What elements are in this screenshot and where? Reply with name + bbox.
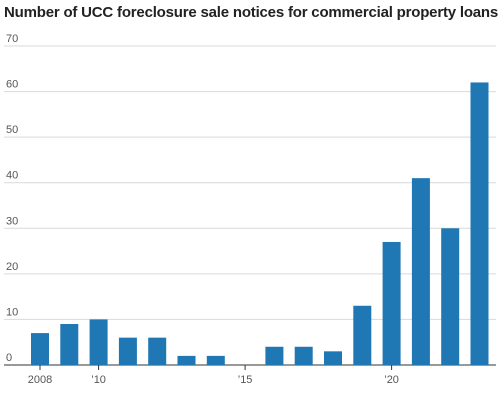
bar-2021 xyxy=(411,178,430,365)
y-tick-label: 30 xyxy=(6,215,18,227)
bar-2017 xyxy=(294,346,313,365)
bar-2023 xyxy=(470,82,489,365)
bar-2019 xyxy=(353,305,372,365)
bar-2014 xyxy=(206,355,225,365)
y-tick-label: 0 xyxy=(6,352,12,364)
bar-2012 xyxy=(148,337,167,365)
x-tick-label: ’10 xyxy=(91,374,106,386)
y-tick-label: 60 xyxy=(6,79,18,91)
bar-2020 xyxy=(382,241,401,365)
y-tick-label: 50 xyxy=(6,124,18,136)
x-tick-label: 2008 xyxy=(28,374,52,386)
x-tick-label: ’15 xyxy=(238,374,253,386)
bar-2011 xyxy=(118,337,137,365)
bar-2022 xyxy=(441,228,460,365)
bar-2010 xyxy=(89,319,108,365)
bar-2016 xyxy=(265,346,284,365)
y-tick-label: 70 xyxy=(6,33,18,45)
y-tick-label: 40 xyxy=(6,170,18,182)
chart-title: Number of UCC foreclosure sale notices f… xyxy=(4,4,499,21)
bar-2018 xyxy=(324,351,342,365)
bar-2009 xyxy=(60,323,79,365)
x-tick-label: ’20 xyxy=(384,374,399,386)
y-tick-label: 20 xyxy=(6,261,18,273)
y-tick-label: 10 xyxy=(6,306,18,318)
bar-2008 xyxy=(31,333,49,365)
bar-2013 xyxy=(177,355,196,365)
